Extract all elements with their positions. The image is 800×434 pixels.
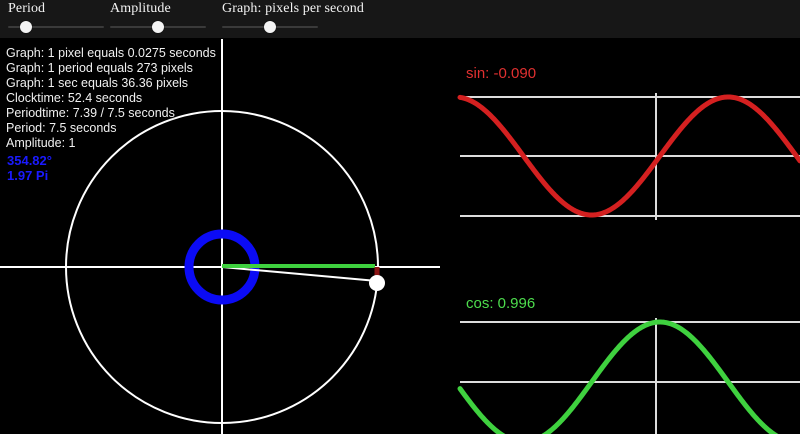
slider-period-knob[interactable] — [20, 21, 32, 33]
control-bar: Period Amplitude Graph: pixels per secon… — [0, 0, 800, 39]
cosine-graph — [457, 318, 800, 434]
sine-curve — [457, 94, 800, 218]
slider-amplitude-knob[interactable] — [152, 21, 164, 33]
slider-graph-speed[interactable]: Graph: pixels per second — [222, 0, 364, 38]
radius-line — [221, 266, 378, 282]
slider-graph-speed-knob[interactable] — [264, 21, 276, 33]
slider-period-label: Period — [8, 1, 46, 16]
slider-amplitude-label: Amplitude — [110, 1, 171, 16]
cosine-curve — [457, 319, 779, 434]
circle-point-marker[interactable] — [369, 275, 385, 291]
sine-graph — [457, 93, 800, 220]
slider-period-track[interactable] — [8, 26, 104, 28]
visualization-stage[interactable]: Graph: 1 pixel equals 0.0275 seconds Gra… — [0, 38, 800, 434]
slider-period[interactable]: Period — [8, 0, 104, 38]
scene-svg — [0, 38, 800, 434]
slider-graph-speed-label: Graph: pixels per second — [222, 1, 364, 16]
slider-amplitude[interactable]: Amplitude — [110, 0, 206, 38]
